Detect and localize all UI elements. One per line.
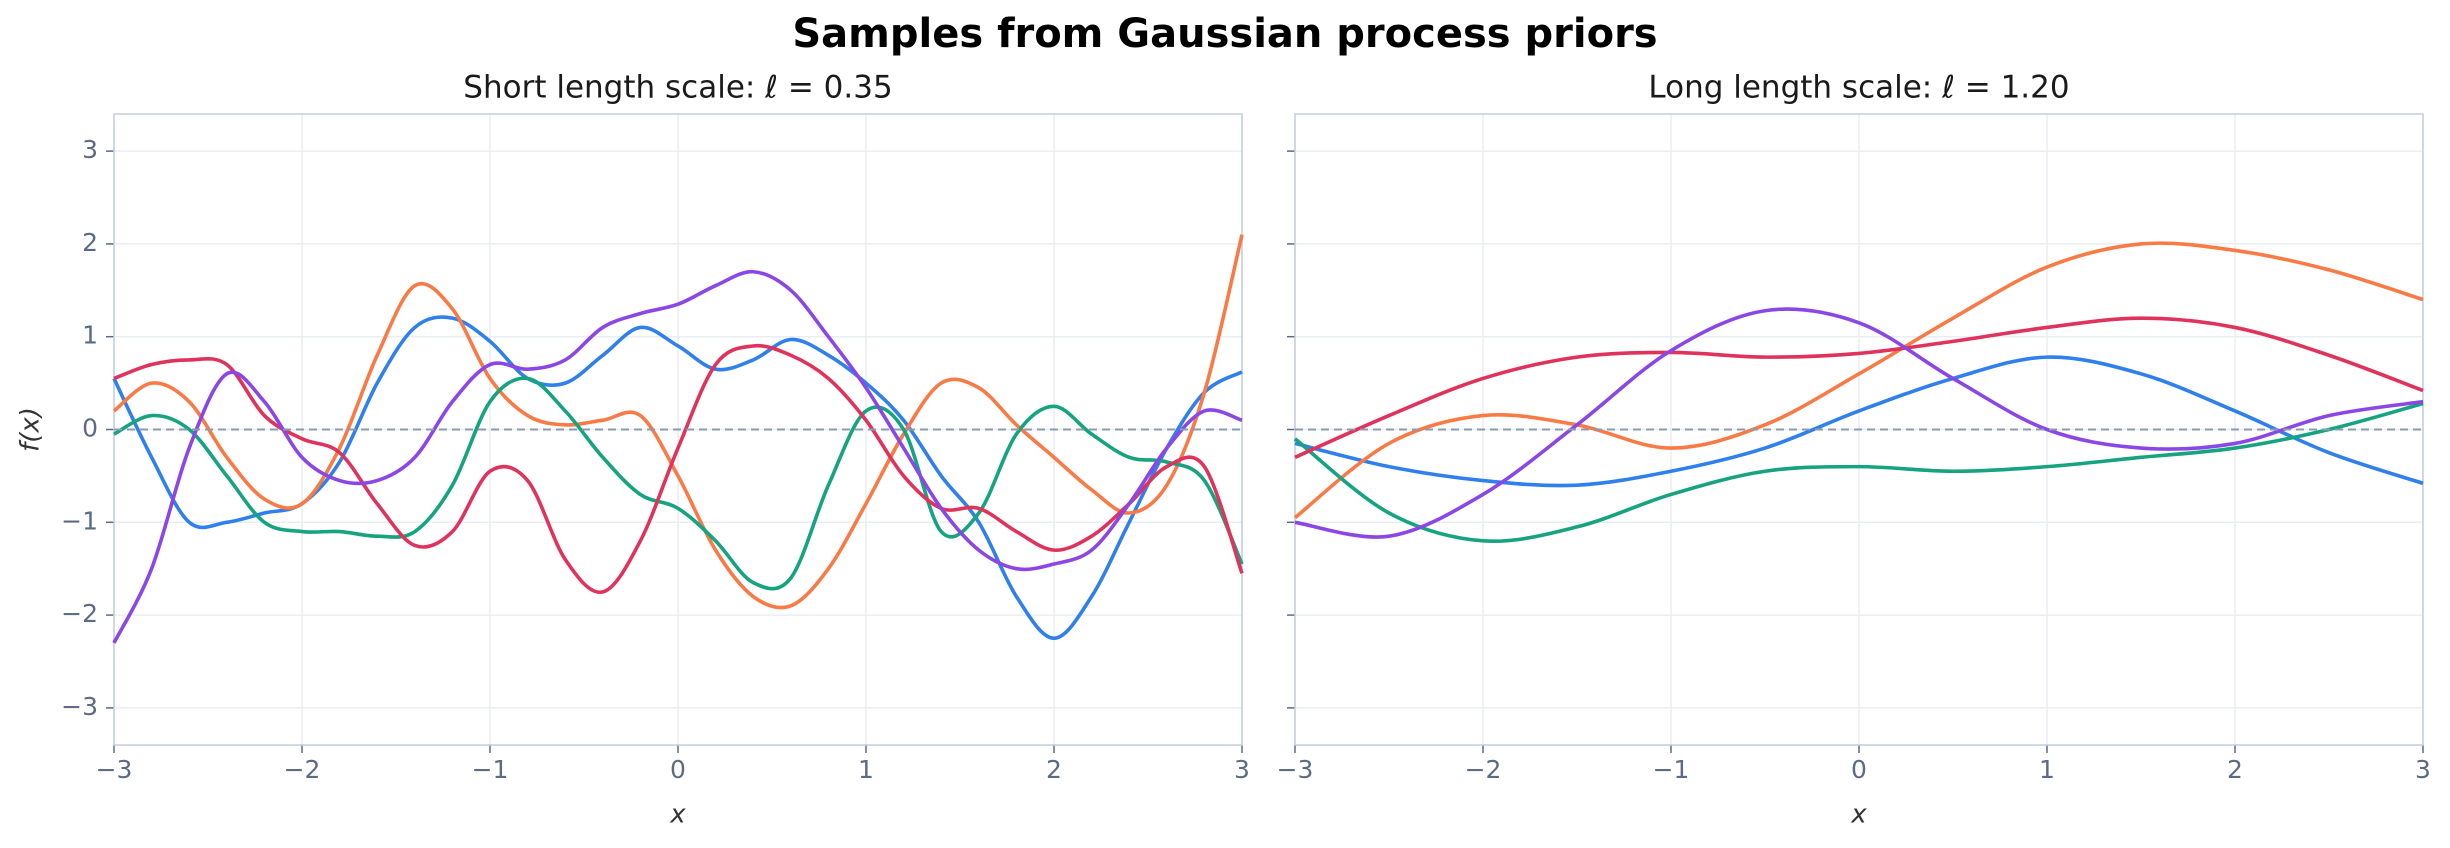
figure-title: Samples from Gaussian process priors [792,11,1657,57]
subplot-title: Short length scale: ℓ = 0.35 [463,70,892,106]
x-tick-label: 3 [1234,755,1250,784]
subplot-title: Long length scale: ℓ = 1.20 [1648,70,2069,106]
y-axis-label: f(x) [16,407,46,452]
sample-line [113,343,1244,594]
y-tick-label: 0 [82,414,98,443]
sample-line [1293,401,2424,544]
x-tick-label: −3 [1277,755,1314,784]
x-tick-label: 1 [858,755,874,784]
x-tick-label: 3 [2415,755,2431,784]
y-tick-label: 2 [82,228,98,257]
sample-line [112,269,1243,644]
y-tick-label: −2 [61,599,98,628]
y-tick-label: −3 [61,692,98,721]
x-axis-label: x [1850,800,1867,830]
x-tick-label: −2 [1465,755,1502,784]
x-tick-label: −1 [472,755,509,784]
sample-line [112,234,1244,610]
x-axis-label: x [669,800,686,830]
x-tick-label: 1 [2039,755,2055,784]
sample-line [1294,355,2424,488]
y-tick-label: 3 [82,135,98,164]
x-tick-label: −3 [96,755,133,784]
sample-line [1293,241,2424,520]
y-tick-label: −1 [61,506,98,535]
x-tick-label: 2 [1046,755,1062,784]
x-tick-label: 0 [1851,755,1867,784]
sample-line [1294,316,2424,459]
x-tick-label: −2 [284,755,321,784]
sample-line [113,376,1244,591]
sample-line [1294,307,2424,539]
x-tick-label: −1 [1653,755,1690,784]
x-tick-label: 2 [2227,755,2243,784]
y-tick-label: 1 [82,321,98,350]
x-tick-label: 0 [670,755,686,784]
